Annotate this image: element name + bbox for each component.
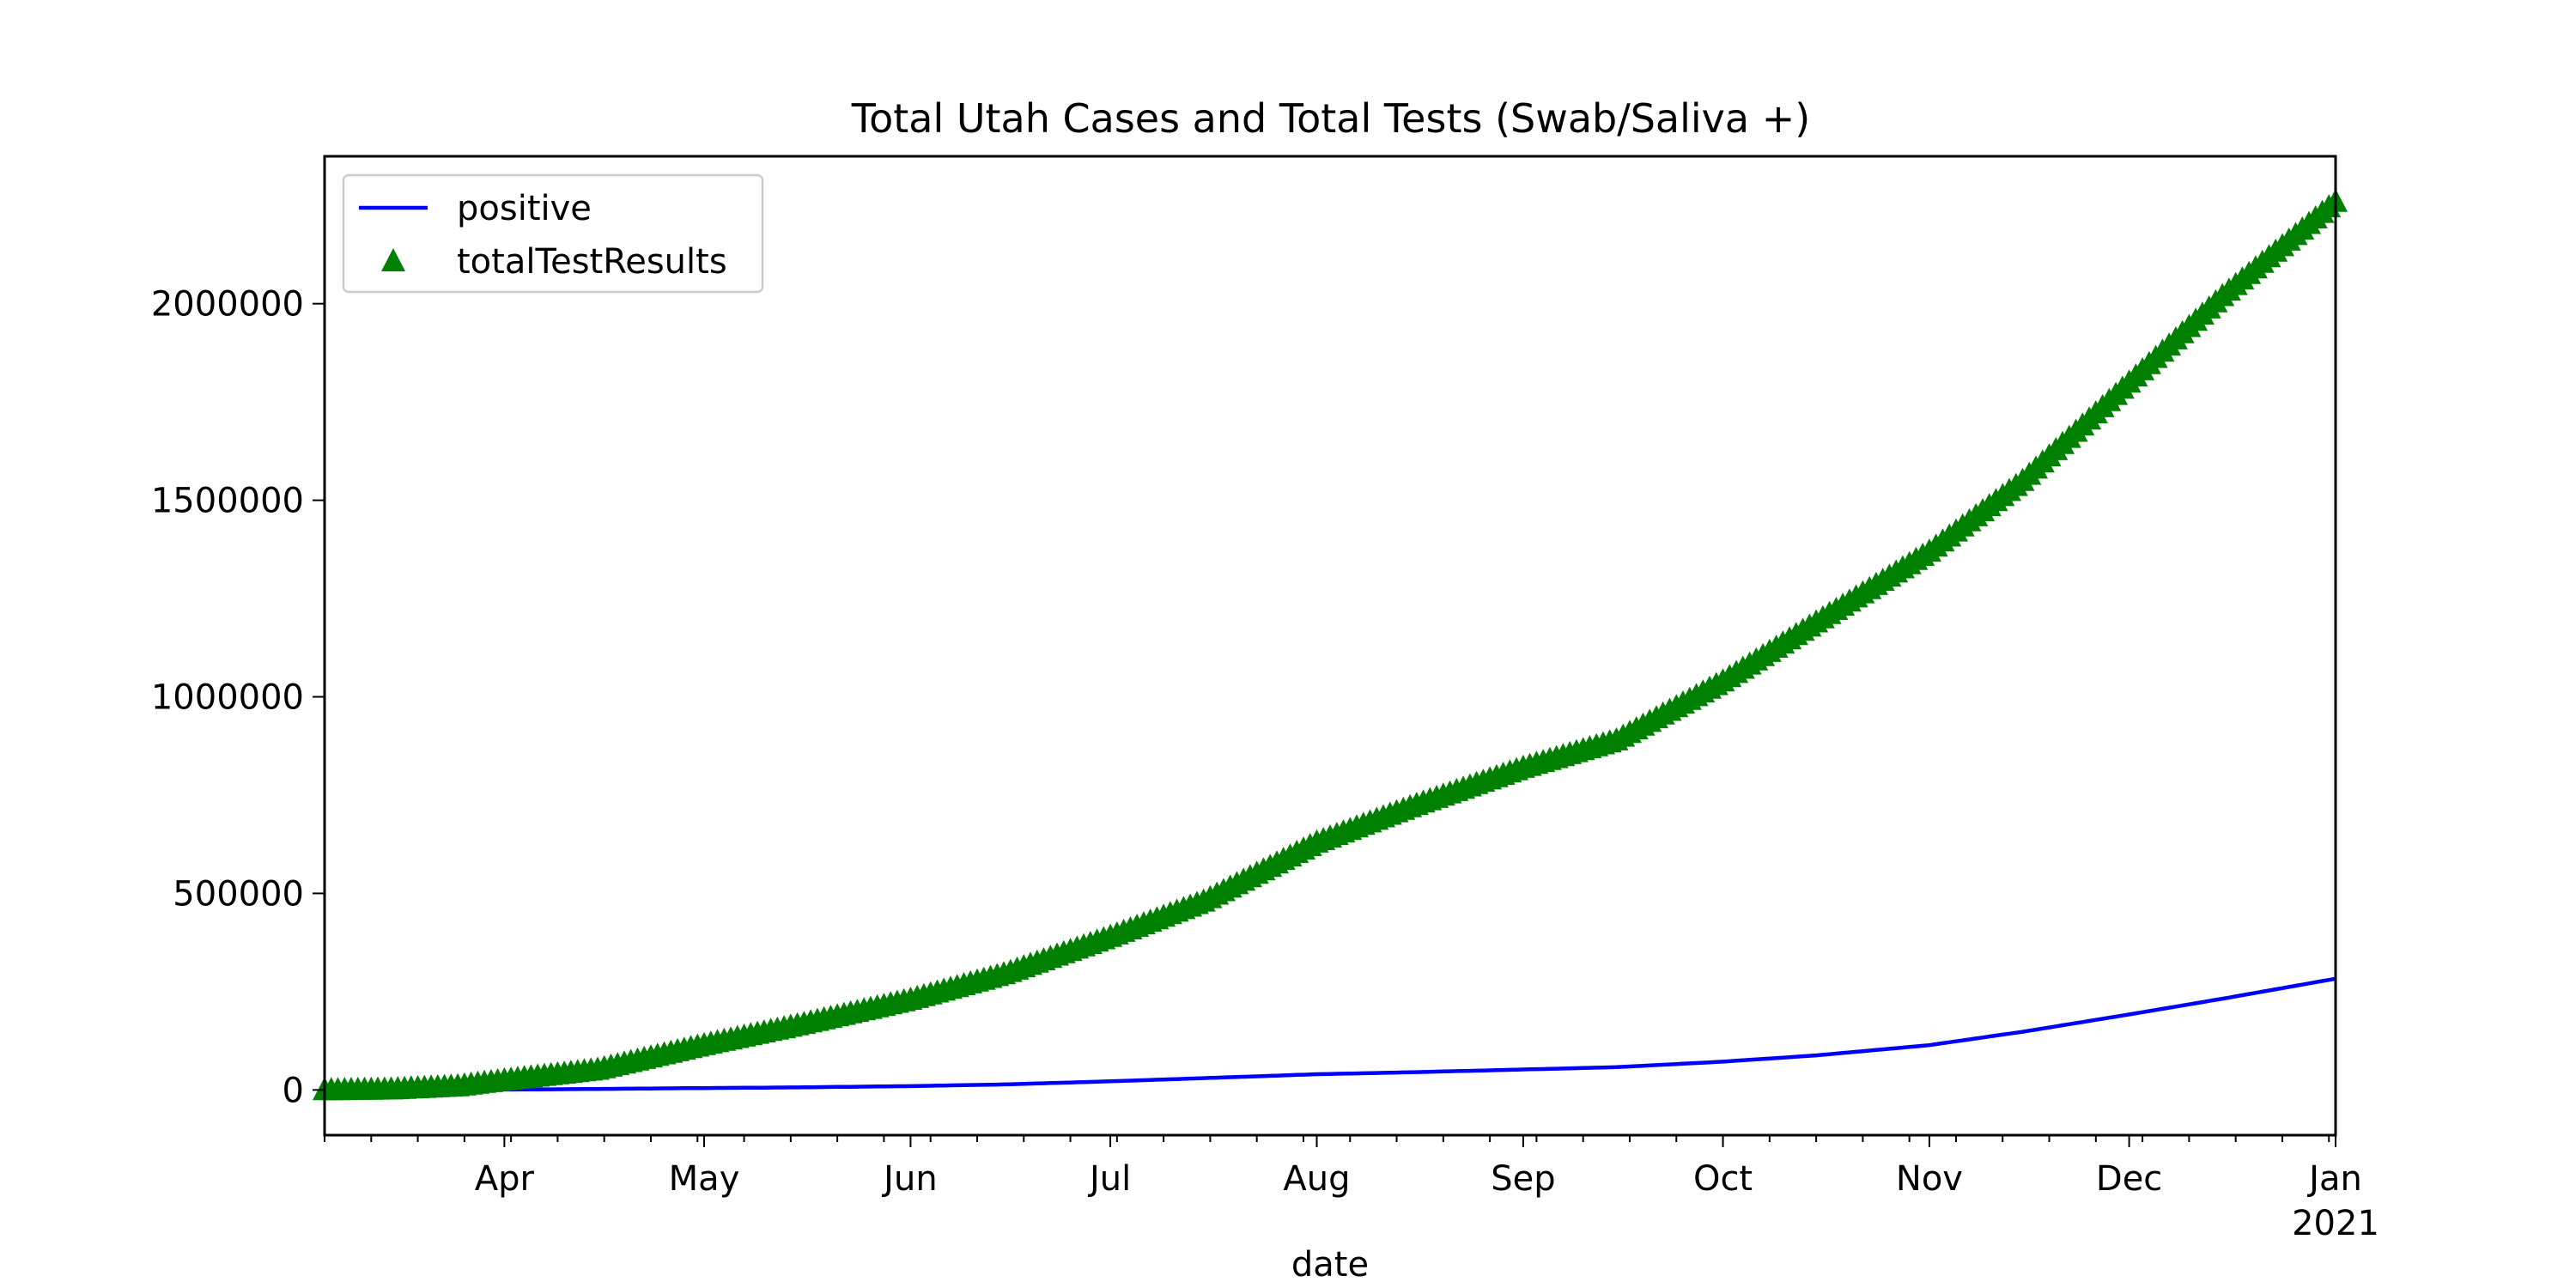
x-tick-sublabel: 2021 xyxy=(2292,1204,2379,1243)
plot-frame xyxy=(323,155,2337,1137)
y-tick-label: 1000000 xyxy=(151,678,304,718)
legend-label: totalTestResults xyxy=(457,242,727,282)
x-axis-label: date xyxy=(1291,1245,1369,1285)
x-tick-label: Nov xyxy=(1896,1159,1963,1199)
plot-area xyxy=(313,188,2348,1101)
x-axis: Apr May Jun Jul Aug Sep Oct Nov Dec Jan 2021 xyxy=(324,1135,2379,1243)
x-tick-label: May xyxy=(669,1159,740,1199)
x-tick-label: Jan xyxy=(2306,1159,2362,1199)
chart-title: Total Utah Cases and Total Tests (Swab/S… xyxy=(851,95,1810,142)
legend-label: positive xyxy=(457,189,592,228)
x-tick-label: Aug xyxy=(1283,1159,1350,1199)
legend-totalTestResults-swatch xyxy=(381,248,405,271)
x-tick-label: Jul xyxy=(1087,1159,1131,1199)
x-tick-label: Jun xyxy=(881,1159,938,1199)
y-tick-label: 1500000 xyxy=(151,482,304,521)
y-axis: 0 500000 1000000 1500000 2000000 xyxy=(151,285,325,1110)
y-tick-label: 500000 xyxy=(173,874,304,914)
y-tick-label: 2000000 xyxy=(151,285,304,325)
x-tick-label: Apr xyxy=(475,1159,535,1199)
x-tick-label: Dec xyxy=(2096,1159,2162,1199)
y-tick-label: 0 xyxy=(283,1071,304,1110)
x-tick-label: Sep xyxy=(1491,1159,1555,1199)
legend-box xyxy=(342,173,764,294)
x-tick-label: Oct xyxy=(1693,1159,1753,1199)
series-positive-line xyxy=(325,976,2336,1092)
legend: positive totalTestResults xyxy=(342,173,764,294)
